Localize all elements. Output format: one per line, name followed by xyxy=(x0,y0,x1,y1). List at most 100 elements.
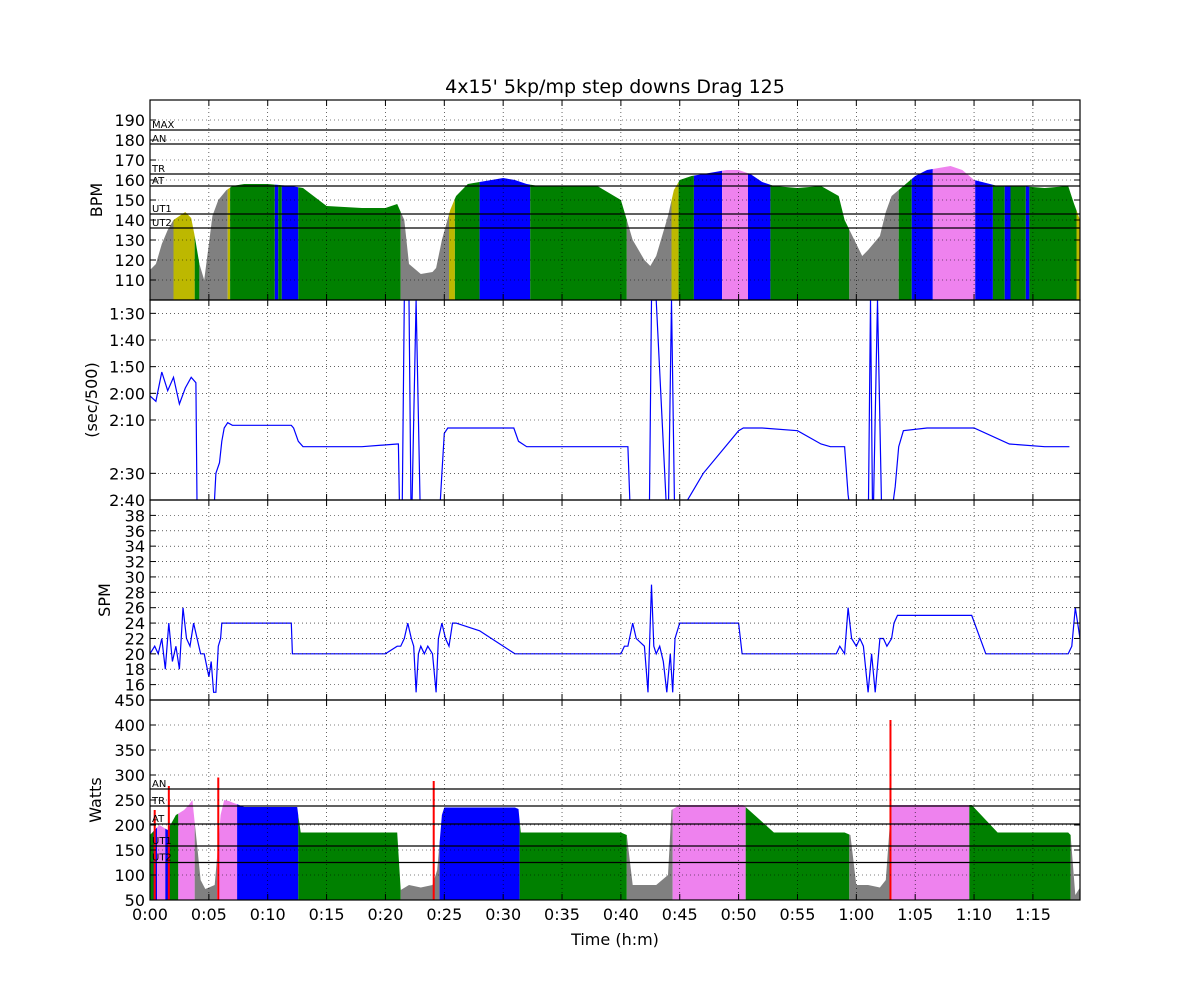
spm-ytick-label: 24 xyxy=(125,614,145,633)
pace-frame xyxy=(149,299,1081,501)
pace-y-axis-label: (sec/500) xyxy=(82,362,101,437)
hr-zone-area-2 xyxy=(194,236,200,300)
spm-y-axis-label: SPM xyxy=(95,583,114,617)
hr-zone-area-21 xyxy=(770,184,850,300)
hr-zone-area-22 xyxy=(849,190,899,300)
x-tick-label: 0:15 xyxy=(309,905,345,924)
spm-series-line xyxy=(150,584,1080,693)
hr-zone-area-23 xyxy=(898,179,912,300)
watts-ytick-label: 200 xyxy=(114,816,145,835)
x-tick-label: 0:10 xyxy=(250,905,286,924)
hr-ytick-label: 190 xyxy=(114,111,145,130)
watts-zone-area-10 xyxy=(400,842,440,900)
hr-zone-label-max: MAX xyxy=(152,120,174,131)
hr-zone-area-6 xyxy=(274,184,279,300)
watts-zone-area-9 xyxy=(298,815,401,900)
pace-ytick-label: 2:40 xyxy=(109,491,145,510)
panels: MAXANTRATUT1UT21101201301401501601701801… xyxy=(82,99,1081,910)
hr-zone-label-tr: TR xyxy=(151,164,165,175)
x-tick-label: 1:10 xyxy=(956,905,992,924)
spm-ytick-label: 16 xyxy=(125,676,145,695)
hr-ytick-label: 150 xyxy=(114,191,145,210)
x-tick-label: 0:25 xyxy=(426,905,462,924)
spm-frame xyxy=(149,499,1081,701)
hr-ytick-label: 140 xyxy=(114,211,145,230)
x-tick-label: 0:05 xyxy=(191,905,227,924)
hr-zone-area-18 xyxy=(693,170,723,300)
hr-zone-area-31 xyxy=(1029,186,1077,300)
hr-zone-label-at: AT xyxy=(152,176,165,187)
hr-zone-area-20 xyxy=(748,173,771,300)
watts-zone-label-at: AT xyxy=(152,814,165,825)
x-tick-label: 0:00 xyxy=(132,905,168,924)
hr-ytick-label: 110 xyxy=(114,271,145,290)
x-axis-label: Time (h:m) xyxy=(570,930,659,949)
watts-zone-area-14 xyxy=(672,805,746,900)
hr-zone-area-14 xyxy=(530,184,627,300)
watts-zone-area-15 xyxy=(745,807,850,900)
panel-watts: AN TR AT UT1 UT2 50 100 150 200 250 300 350 400 450 Wa… xyxy=(86,691,1081,910)
hr-ytick-label: 180 xyxy=(114,131,145,150)
hr-zone-area-15 xyxy=(626,200,672,300)
spm-ytick-label: 32 xyxy=(125,553,145,572)
hr-zone-area-11 xyxy=(449,198,455,300)
spm-ytick-label: 26 xyxy=(125,599,145,618)
watts-zone-area-6 xyxy=(194,822,218,900)
pace-ytick-label: 2:00 xyxy=(109,384,145,403)
hr-y-axis-label: BPM xyxy=(87,183,106,217)
x-tick-label: 1:05 xyxy=(897,905,933,924)
hr-ytick-label: 120 xyxy=(114,251,145,270)
hr-zone-area-28 xyxy=(1004,186,1011,300)
x-tick-label: 0:55 xyxy=(779,905,815,924)
spm-ytick-label: 34 xyxy=(125,537,145,556)
watts-y-axis-label: Watts xyxy=(86,777,105,822)
spm-ytick-label: 22 xyxy=(125,629,145,648)
watts-zone-area-12 xyxy=(519,820,627,900)
pace-ytick-label: 1:40 xyxy=(109,331,145,350)
spm-ytick-label: 38 xyxy=(125,506,145,525)
pace-ytick-label: 2:30 xyxy=(109,464,145,483)
hr-zone-area-29 xyxy=(1010,186,1026,300)
hr-ytick-label: 130 xyxy=(114,231,145,250)
spm-ytick-label: 18 xyxy=(125,660,145,679)
watts-zone-area-0 xyxy=(150,831,154,900)
spm-ytick-label: 30 xyxy=(125,568,145,587)
x-tick-label: 0:45 xyxy=(662,905,698,924)
x-tick-label: 0:50 xyxy=(721,905,757,924)
hr-ytick-label: 170 xyxy=(114,151,145,170)
watts-zone-area-18 xyxy=(969,805,1071,900)
hr-zone-area-8 xyxy=(281,185,299,300)
watts-zone-area-11 xyxy=(439,807,520,900)
spm-ytick-label: 28 xyxy=(125,583,145,602)
panel-pace: 1:30 1:40 1:50 2:00 2:10 2:30 2:40 (sec/500) xyxy=(82,299,1081,510)
plot-area-spm xyxy=(150,584,1080,693)
chart-title: 4x15' 5kp/mp step downs Drag 125 xyxy=(445,76,785,98)
watts-zone-area-16 xyxy=(849,805,892,900)
hr-zone-area-27 xyxy=(992,184,1005,300)
hr-zone-label-ut1: UT1 xyxy=(152,204,172,215)
watts-ytick-label: 150 xyxy=(114,841,145,860)
pace-series-line xyxy=(150,300,1070,500)
watts-zone-label-an: AN xyxy=(152,779,166,790)
hr-zone-area-19 xyxy=(722,170,748,300)
hr-zone-area-1 xyxy=(173,212,195,300)
watts-ytick-label: 50 xyxy=(125,891,145,910)
hr-zone-area-24 xyxy=(911,169,933,300)
x-tick-label: 0:30 xyxy=(485,905,521,924)
watts-zone-area-4 xyxy=(170,813,179,900)
hr-zone-area-26 xyxy=(975,180,993,300)
x-tick-label: 0:35 xyxy=(544,905,580,924)
hr-zone-area-13 xyxy=(479,178,531,300)
x-tick-label: 0:40 xyxy=(603,905,639,924)
pace-ytick-label: 1:30 xyxy=(109,304,145,323)
watts-ytick-label: 400 xyxy=(114,716,145,735)
hr-zone-area-17 xyxy=(678,175,694,300)
hr-zone-area-10 xyxy=(400,212,449,300)
hr-zone-area-12 xyxy=(454,182,480,300)
x-tick-label: 0:20 xyxy=(367,905,403,924)
hr-zone-label-ut2: UT2 xyxy=(152,218,172,229)
watts-ytick-label: 450 xyxy=(114,691,145,710)
